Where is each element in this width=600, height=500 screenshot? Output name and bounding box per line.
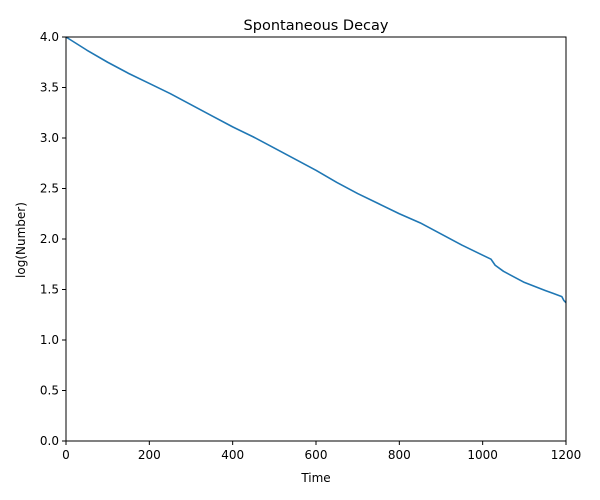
plot-frame <box>65 36 567 442</box>
y-axis-label: log(Number) <box>14 202 28 278</box>
x-tick-label: 1200 <box>551 448 582 462</box>
y-tick-label: 2.5 <box>40 182 59 196</box>
y-tick-label: 3.0 <box>40 131 59 145</box>
y-tick-label: 1.5 <box>40 283 59 297</box>
y-tick-label: 0.0 <box>40 434 59 448</box>
y-tick-label: 3.5 <box>40 81 59 95</box>
series-line-0 <box>65 36 567 304</box>
y-tick-label: 4.0 <box>40 30 59 44</box>
x-axis-label: Time <box>300 471 330 485</box>
y-tick-label: 1.0 <box>40 333 59 347</box>
y-tick-label: 2.0 <box>40 232 59 246</box>
y-axis: 0.0 0.5 1.0 1.5 2.0 2.5 3.0 3.5 4.0 <box>40 30 66 448</box>
x-tick-label: 800 <box>388 448 411 462</box>
x-tick-label: 200 <box>138 448 161 462</box>
y-tick-label: 0.5 <box>40 384 59 398</box>
x-tick-label: 1000 <box>467 448 498 462</box>
x-tick-label: 400 <box>221 448 244 462</box>
x-tick-label: 0 <box>62 448 70 462</box>
chart-title: Spontaneous Decay <box>244 18 389 34</box>
plot-area <box>65 36 567 442</box>
x-tick-label: 600 <box>305 448 328 462</box>
x-axis: 0 200 400 600 800 1000 1200 <box>62 441 581 462</box>
